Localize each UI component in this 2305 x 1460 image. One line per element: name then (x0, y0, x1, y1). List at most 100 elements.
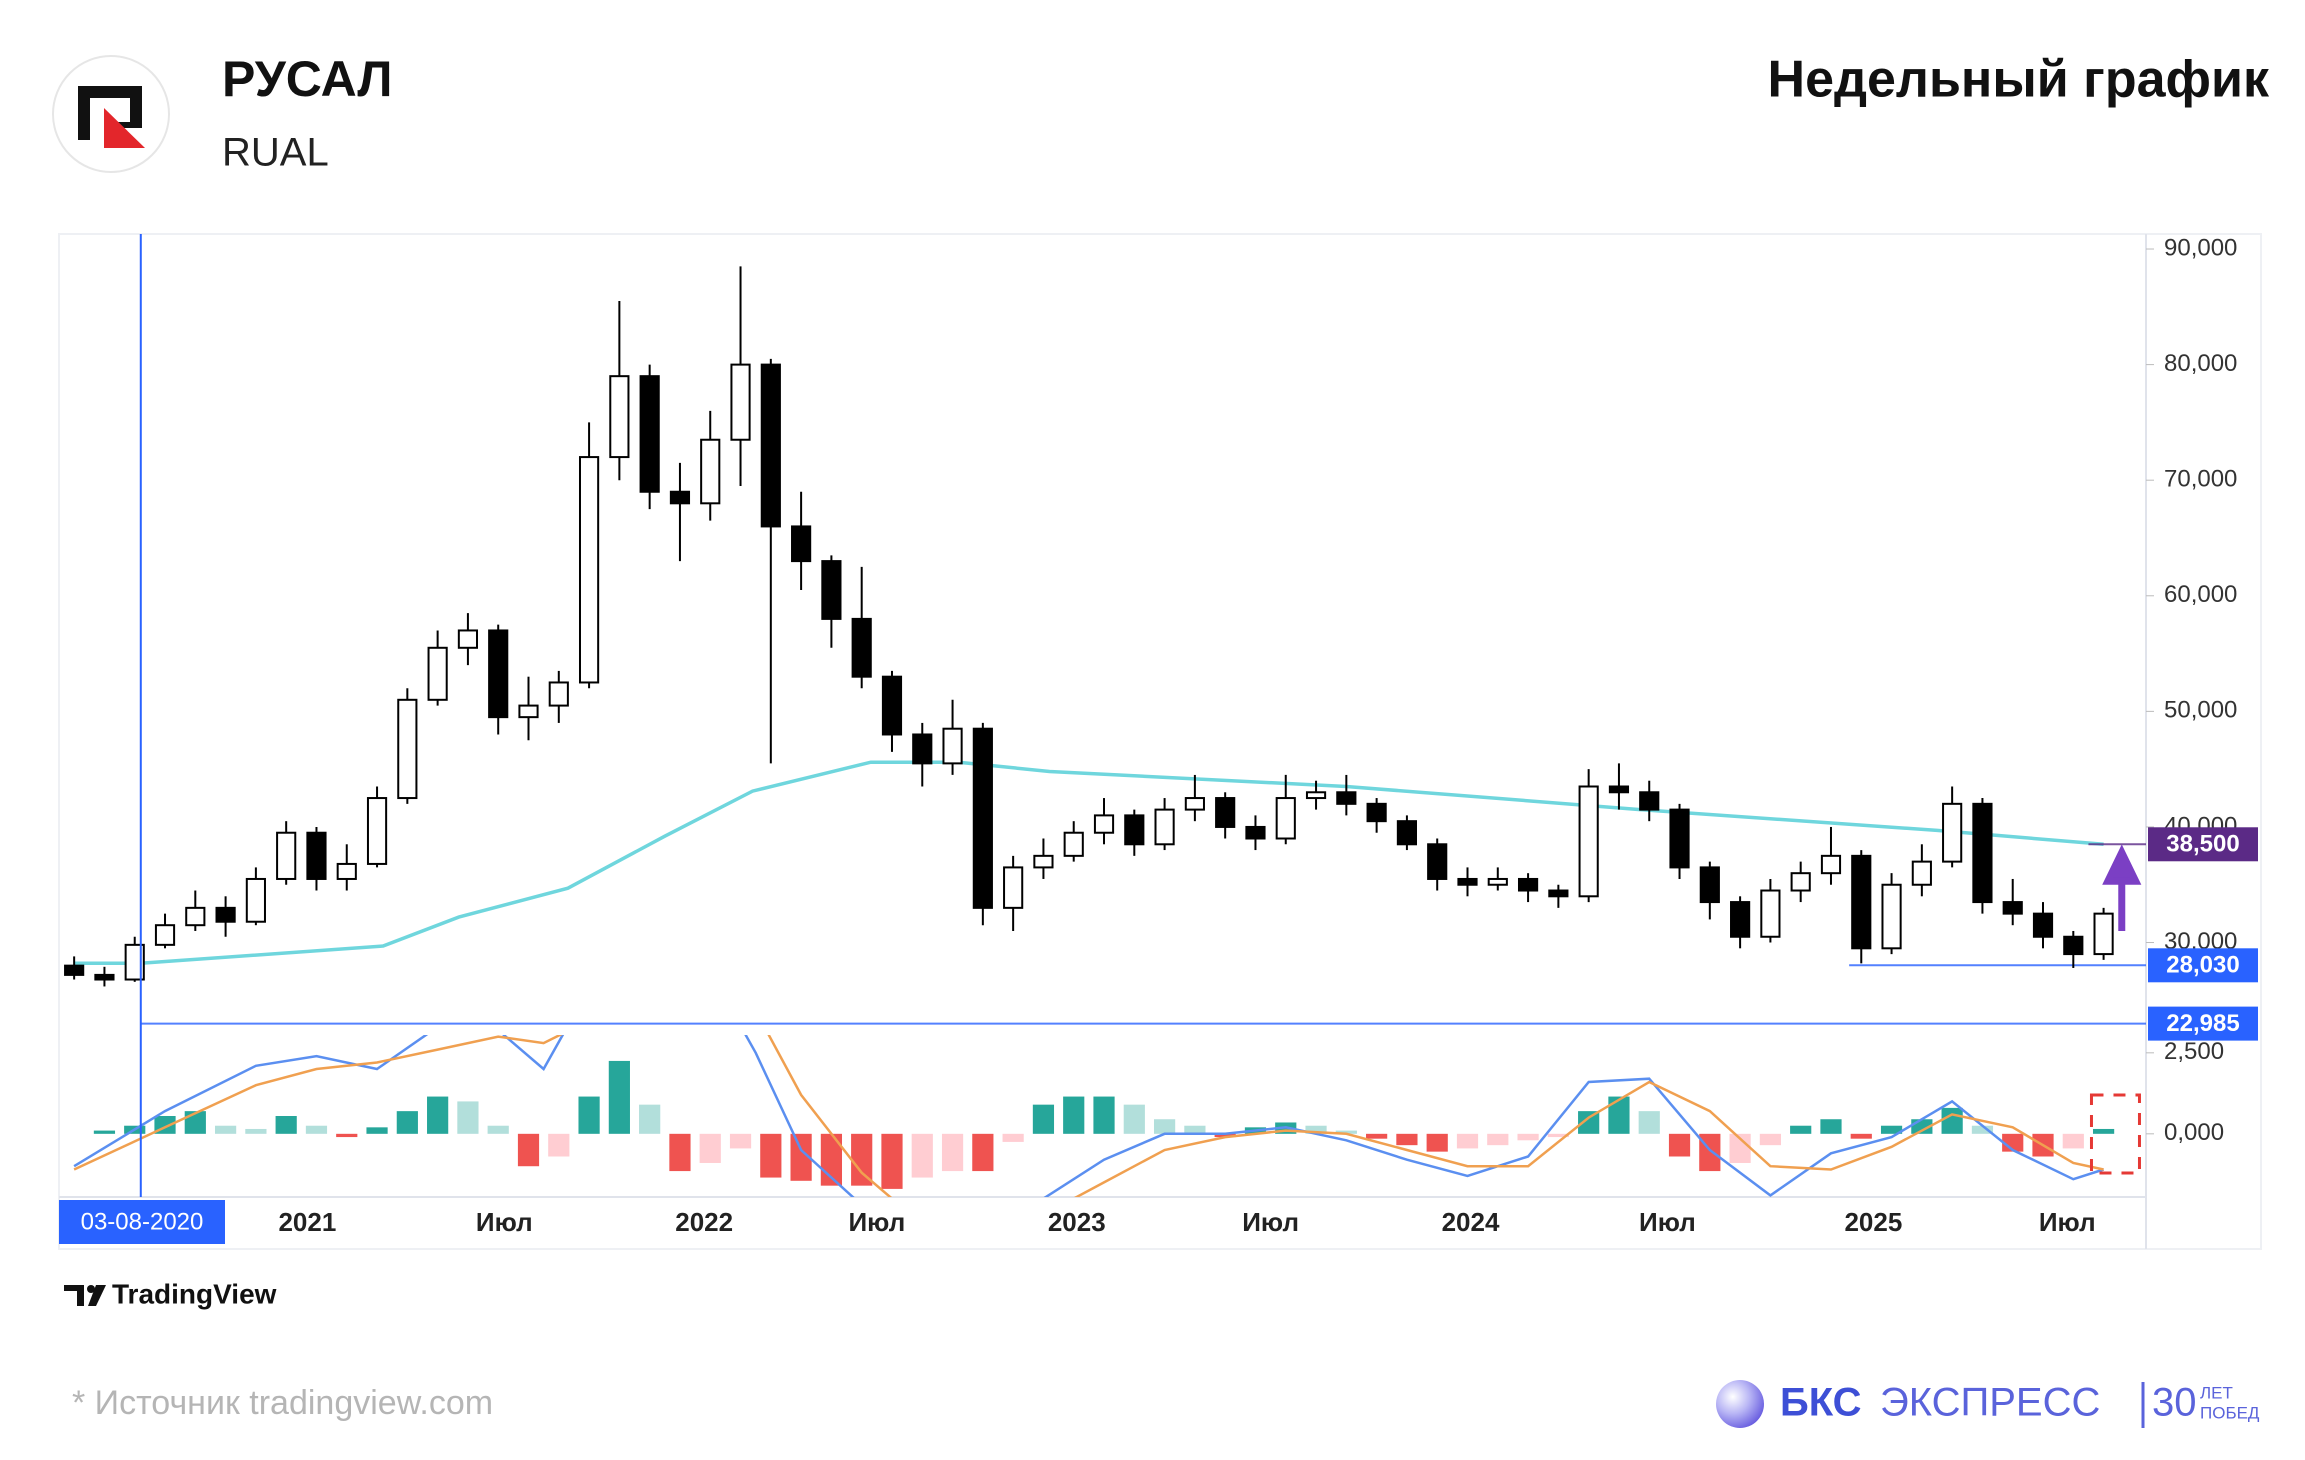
candle-body (518, 704, 539, 719)
macd-bar (699, 1133, 721, 1163)
candle-body (548, 681, 569, 707)
macd-bar (457, 1101, 479, 1134)
candle-body (2093, 912, 2114, 956)
macd-bar (1971, 1125, 1994, 1134)
chart-frame (58, 233, 2262, 1250)
chart-label: Недельный график (1768, 51, 2270, 109)
brand: ЭКСПРЕСС (1880, 1381, 2100, 1425)
x-tick-label: Июл (1639, 1207, 1696, 1237)
macd-bar (1456, 1133, 1479, 1149)
candle-body (306, 831, 327, 880)
candle-body (1063, 831, 1084, 857)
y-tick-label: 70,000 (2164, 466, 2237, 493)
candle-body (366, 797, 388, 865)
macd-bar (790, 1133, 812, 1181)
candle-body (1730, 901, 1751, 938)
candle-body (1245, 825, 1266, 840)
candle-body (881, 675, 903, 736)
x-tick-label: Июл (476, 1207, 533, 1237)
candle-body (1215, 797, 1236, 828)
candle-body (639, 375, 660, 493)
candle-body (1033, 854, 1054, 869)
macd-bar (1396, 1133, 1418, 1146)
x-tick-label: 2022 (675, 1207, 733, 1237)
macd-bar (1063, 1096, 1085, 1134)
tradingview-text: TradingView (112, 1278, 277, 1309)
macd-bar (578, 1096, 600, 1134)
macd-bar (1820, 1119, 1842, 1134)
macd-bar (305, 1125, 328, 1134)
macd-line (73, 1035, 2104, 1197)
candle-body (185, 906, 206, 927)
candle-body (1517, 877, 1539, 892)
candle-body (578, 456, 600, 684)
macd-bar (1032, 1104, 1055, 1134)
source: * Источник tradingview.com (72, 1384, 493, 1422)
highlight-box (2089, 1093, 2141, 1175)
macd-bar (1759, 1133, 1782, 1146)
macd-bar (639, 1104, 661, 1134)
candle-body (94, 973, 115, 981)
macd-bar (669, 1133, 691, 1172)
macd-bar (1487, 1133, 1509, 1146)
candle-body (1124, 814, 1145, 846)
macd-bar (1214, 1133, 1236, 1138)
macd-bar (1578, 1111, 1600, 1134)
candle-body (1639, 791, 1660, 811)
macd-line (73, 1035, 2104, 1197)
macd-bar (1547, 1133, 1569, 1138)
candle-body (1881, 883, 1902, 950)
candle-body (488, 629, 509, 719)
candle-body (609, 375, 630, 459)
macd-bar (729, 1133, 752, 1149)
candle-body (2032, 912, 2054, 938)
candle-body (397, 698, 418, 800)
candle-body (1184, 797, 1205, 811)
arrow (2102, 844, 2142, 931)
macd-bar (1305, 1125, 1327, 1134)
candle-body (245, 877, 266, 923)
macd-bar (1941, 1107, 1963, 1134)
macd-bar (427, 1096, 449, 1134)
candle-body (912, 733, 933, 765)
candle-body (1366, 802, 1387, 823)
macd-tick-label: 2,500 (2164, 1038, 2224, 1065)
brand-bold: БКС (1780, 1381, 1862, 1425)
y-tick-label: 90,000 (2164, 234, 2237, 261)
y-tick-label: 60,000 (2164, 581, 2237, 608)
candle-body (1669, 808, 1690, 869)
price-label-bg (2148, 948, 2258, 983)
candle-body (851, 617, 872, 678)
candle-body (730, 363, 751, 441)
macd-bar (2092, 1128, 2115, 1134)
macd-bar (1850, 1133, 1872, 1139)
x-tick-label: 2021 (278, 1207, 336, 1237)
candle-body (1003, 866, 1024, 909)
candle-body (1942, 802, 1963, 863)
y-tick-label: 80,000 (2164, 350, 2237, 377)
macd-bar (1729, 1133, 1751, 1163)
candle-body (821, 560, 842, 620)
candle-body (1396, 820, 1418, 846)
candle-body (1305, 791, 1327, 800)
title: РУСАЛ (222, 51, 392, 107)
macd-bar (1335, 1130, 1357, 1134)
candle-body (1820, 854, 1842, 875)
brand-years-bottom: ПОБЕД (2200, 1403, 2260, 1422)
candle-body (669, 490, 691, 505)
macd-bar (1608, 1096, 1630, 1134)
macd-bar (1668, 1133, 1691, 1157)
macd-bar (336, 1133, 358, 1138)
macd-bar (93, 1130, 116, 1134)
candle-body (124, 943, 145, 981)
brand-years-top: ЛЕТ (2200, 1383, 2233, 1402)
macd-bar (851, 1133, 873, 1186)
macd-bar (760, 1133, 782, 1178)
macd-bar (1426, 1133, 1448, 1152)
price-label-bg (2148, 1006, 2258, 1041)
x-tick-label: Июл (1242, 1207, 1299, 1237)
candle-body (64, 964, 85, 976)
macd-bar (1517, 1133, 1539, 1141)
price-pane (64, 266, 2146, 1025)
